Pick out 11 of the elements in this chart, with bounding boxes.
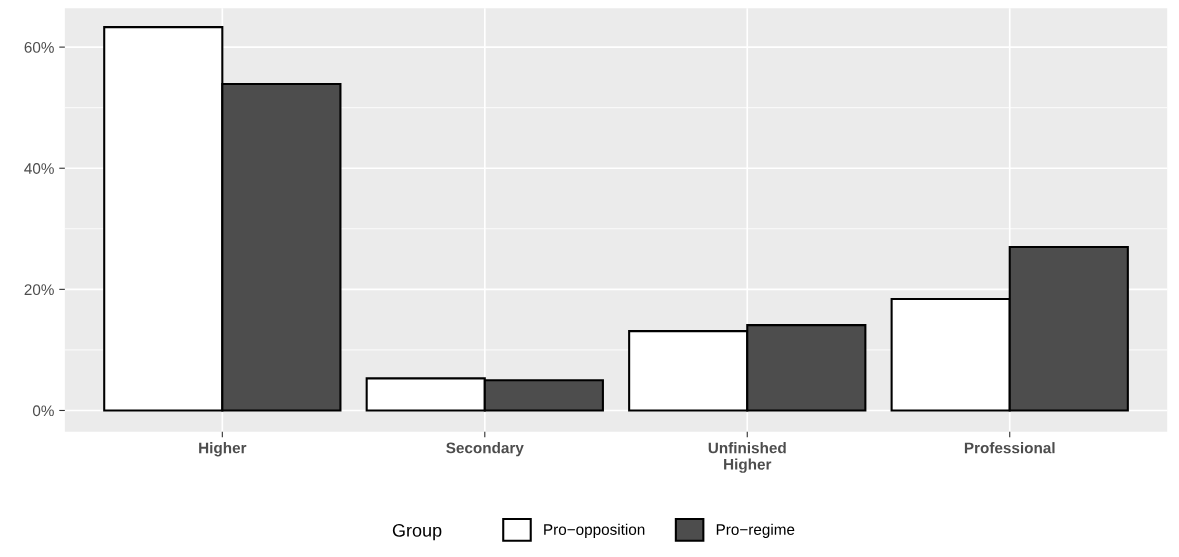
legend-label: Pro−opposition <box>544 523 645 538</box>
legend-title: Group <box>392 524 442 541</box>
y-tick-label: 40% <box>24 163 54 174</box>
y-tick-label: 60% <box>24 41 54 53</box>
x-tick-label: Secondary <box>446 442 524 457</box>
x-tick-label: Professional <box>964 442 1055 454</box>
legend-label: Pro−regime <box>716 523 795 538</box>
x-tick-label: Higher <box>199 442 247 457</box>
y-tick-label: 0% <box>32 405 54 417</box>
y-tick-label: 20% <box>24 284 54 296</box>
x-tick-label: Unfinished Higher <box>708 442 786 473</box>
